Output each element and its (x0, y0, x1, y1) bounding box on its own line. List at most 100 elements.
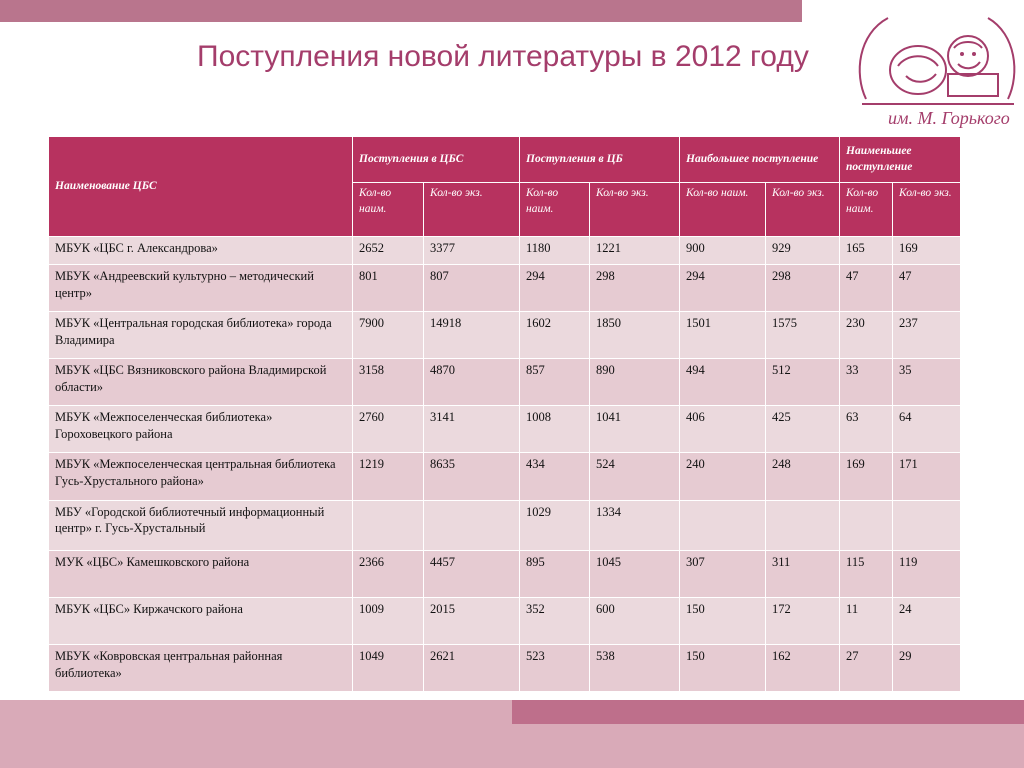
value-cell: 1049 (352, 643, 424, 693)
value-cell: 169 (839, 452, 894, 501)
table-row: МУК «ЦБС» Камешковского района 2366 4457 89… (48, 549, 962, 598)
value-cell: 1041 (589, 405, 681, 454)
institution-name-cell: МБУК «ЦБС г. Александрова» (48, 235, 353, 266)
table-row: МБУК «Центральная городская библиотека» … (48, 311, 962, 360)
table-row: МБУК «ЦБС» Киржачского района 1009 2015 352… (48, 596, 962, 645)
value-cell (352, 499, 424, 551)
value-cell: 1008 (519, 405, 591, 454)
institution-name-cell: МБУК «Межпоселенческая центральная библи… (48, 452, 353, 501)
value-cell: 2366 (352, 549, 424, 598)
value-cell: 8635 (422, 452, 521, 501)
value-cell: 3158 (352, 358, 424, 407)
value-cell: 1221 (589, 235, 681, 266)
value-cell: 1334 (589, 499, 681, 551)
value-cell: 2760 (352, 405, 424, 454)
library-logo: им. М. Горького (848, 4, 1024, 134)
value-cell: 150 (679, 643, 767, 693)
value-cell: 47 (892, 264, 962, 313)
institution-name-cell: МБУК «Андреевский культурно – методическ… (48, 264, 353, 313)
table-row: МБУК «Ковровская центральная районная би… (48, 643, 962, 693)
value-cell: 47 (839, 264, 894, 313)
value-cell: 2621 (422, 643, 521, 693)
institution-name-cell: МБУК «Ковровская центральная районная би… (48, 643, 353, 693)
value-cell: 900 (679, 235, 767, 266)
subheader-cell: Кол-во экз. (589, 182, 681, 237)
value-cell: 857 (519, 358, 591, 407)
header-name: Наименование ЦБС (48, 136, 353, 237)
value-cell: 294 (519, 264, 591, 313)
value-cell: 35 (892, 358, 962, 407)
header-group-cb: Поступления в ЦБ (519, 136, 681, 183)
value-cell: 14918 (422, 311, 521, 360)
value-cell: 171 (892, 452, 962, 501)
value-cell: 425 (765, 405, 841, 454)
value-cell (679, 499, 767, 551)
value-cell: 4870 (422, 358, 521, 407)
table-row: МБУК «ЦБС г. Александрова» 2652 3377 1180 12… (48, 235, 962, 266)
value-cell: 434 (519, 452, 591, 501)
value-cell: 150 (679, 596, 767, 645)
value-cell: 165 (839, 235, 894, 266)
value-cell: 512 (765, 358, 841, 407)
value-cell: 63 (839, 405, 894, 454)
value-cell: 307 (679, 549, 767, 598)
svg-text:им. М. Горького: им. М. Горького (888, 108, 1010, 128)
value-cell: 294 (679, 264, 767, 313)
value-cell: 11 (839, 596, 894, 645)
subheader-cell: Кол-во экз. (422, 182, 521, 237)
literature-table: Наименование ЦБС Поступления в ЦБС Посту… (48, 136, 962, 693)
value-cell: 523 (519, 643, 591, 693)
top-decor-bar (0, 0, 802, 22)
subheader-cell: Кол-во наим. (352, 182, 424, 237)
header-group-max: Наибольшее поступление (679, 136, 841, 183)
value-cell: 1602 (519, 311, 591, 360)
table-row: МБУ «Городской библиотечный информационн… (48, 499, 962, 551)
header-group-min: Наименьшее поступление (839, 136, 962, 183)
bottom-decor-bar (512, 700, 1024, 724)
value-cell: 24 (892, 596, 962, 645)
table-row: МБУК «ЦБС Вязниковского района Владимирс… (48, 358, 962, 407)
value-cell: 27 (839, 643, 894, 693)
value-cell: 2652 (352, 235, 424, 266)
value-cell: 162 (765, 643, 841, 693)
slide-title: Поступления новой литературы в 2012 году (197, 40, 809, 73)
value-cell: 1009 (352, 596, 424, 645)
value-cell: 2015 (422, 596, 521, 645)
institution-name-cell: МБУК «Межпоселенческая библиотека» Горох… (48, 405, 353, 454)
subheader-cell: Кол-во наим. (679, 182, 767, 237)
value-cell: 600 (589, 596, 681, 645)
value-cell: 890 (589, 358, 681, 407)
value-cell: 1045 (589, 549, 681, 598)
subheader-cell: Кол-во наим. (519, 182, 591, 237)
value-cell: 115 (839, 549, 894, 598)
value-cell: 3377 (422, 235, 521, 266)
value-cell: 237 (892, 311, 962, 360)
value-cell: 352 (519, 596, 591, 645)
institution-name-cell: МБУ «Городской библиотечный информационн… (48, 499, 353, 551)
value-cell: 1501 (679, 311, 767, 360)
value-cell: 538 (589, 643, 681, 693)
value-cell: 248 (765, 452, 841, 501)
subheader-cell: Кол-во экз. (765, 182, 841, 237)
value-cell: 1180 (519, 235, 591, 266)
value-cell: 807 (422, 264, 521, 313)
value-cell (892, 499, 962, 551)
subheader-cell: Кол-во экз. (892, 182, 962, 237)
table-row: МБУК «Межпоселенческая библиотека» Горох… (48, 405, 962, 454)
value-cell: 240 (679, 452, 767, 501)
value-cell: 169 (892, 235, 962, 266)
value-cell: 494 (679, 358, 767, 407)
value-cell: 3141 (422, 405, 521, 454)
value-cell: 1029 (519, 499, 591, 551)
value-cell: 230 (839, 311, 894, 360)
value-cell: 4457 (422, 549, 521, 598)
value-cell: 64 (892, 405, 962, 454)
value-cell: 895 (519, 549, 591, 598)
value-cell: 311 (765, 549, 841, 598)
value-cell (839, 499, 894, 551)
value-cell: 7900 (352, 311, 424, 360)
value-cell (765, 499, 841, 551)
institution-name-cell: МБУК «ЦБС» Киржачского района (48, 596, 353, 645)
table-row: МБУК «Межпоселенческая центральная библи… (48, 452, 962, 501)
value-cell: 1850 (589, 311, 681, 360)
